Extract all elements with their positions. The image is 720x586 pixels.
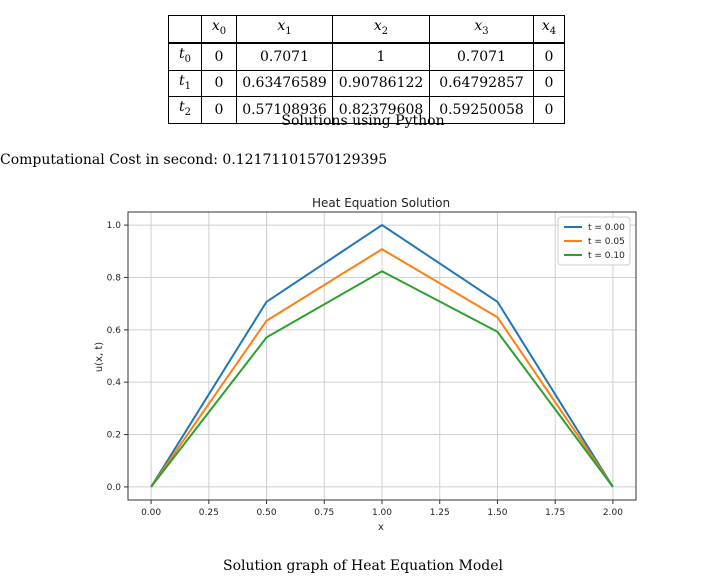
x-tick-label: 0.00 (141, 508, 161, 518)
column-header: x1 (236, 14, 333, 44)
series-layer (150, 223, 614, 488)
x-tick-label: 0.50 (257, 508, 277, 518)
y-tick-label: 0.0 (107, 483, 122, 493)
x-tick-label: 0.25 (199, 508, 219, 518)
table-cell: 1 (332, 41, 430, 71)
table-cell: 0.90786122 (332, 69, 430, 98)
series-line (150, 270, 614, 488)
row-label: t1 (168, 69, 202, 98)
legend-label: t = 0.05 (588, 237, 625, 247)
table-row: t0 0 0.7071 1 0.7071 0 (168, 41, 565, 71)
column-header: x3 (429, 14, 534, 44)
y-tick-label: 0.6 (107, 326, 122, 336)
heat-equation-chart: Heat Equation Solution 0.00 0.25 0.50 0.75 1… (94, 196, 637, 533)
table-cell: 0.63476589 (236, 69, 333, 98)
table-row: t2 0 0.57108936 0.82379608 0.59250058 0 (168, 96, 565, 125)
x-tick-label: 1.50 (487, 508, 507, 518)
row-label: t2 (168, 96, 202, 125)
series-line (150, 248, 614, 488)
row-label: t0 (168, 41, 202, 71)
y-tick-label: 1.0 (107, 221, 122, 231)
table-cell: 0.57108936 (236, 96, 333, 125)
computational-cost-text: Computational Cost in second: 0.12171101… (0, 152, 388, 168)
legend: t = 0.00 t = 0.05 t = 0.10 (557, 216, 631, 266)
column-header: x4 (533, 14, 565, 44)
table-corner-cell (168, 14, 202, 44)
table-cell: 0 (201, 69, 237, 98)
legend-label: t = 0.10 (588, 251, 625, 261)
x-axis-title: x (378, 522, 384, 533)
plot-frame (127, 211, 637, 501)
table-row: t1 0 0.63476589 0.90786122 0.64792857 0 (168, 69, 565, 98)
series-line (150, 223, 614, 488)
y-tick-label: 0.8 (107, 273, 122, 283)
table-cell: 0.7071 (236, 41, 333, 71)
table-cell: 0.59250058 (429, 96, 534, 125)
results-table: x0 x1 x2 x3 x4 t0 0 0.7071 1 0.7071 0 t1… (168, 14, 565, 125)
table-cell: 0 (533, 69, 565, 98)
chart-title: Heat Equation Solution (312, 196, 450, 210)
table-cell: 0 (201, 41, 237, 71)
x-tick-label: 1.00 (372, 508, 392, 518)
legend-label: t = 0.00 (588, 223, 625, 233)
table-header-row: x0 x1 x2 x3 x4 (168, 14, 565, 44)
x-tick-label: 1.25 (430, 508, 450, 518)
table-cell: 0.7071 (429, 41, 534, 71)
legend-box (557, 216, 631, 266)
y-tick-label: 0.2 (107, 431, 121, 441)
column-header: x0 (201, 14, 237, 44)
figure-caption: Solution graph of Heat Equation Model (223, 558, 503, 574)
axes (124, 211, 637, 504)
table-cell: 0.82379608 (332, 96, 430, 125)
y-tick-label: 0.4 (107, 378, 122, 388)
column-header: x2 (332, 14, 430, 44)
tick-labels: 0.00 0.25 0.50 0.75 1.00 1.25 1.50 1.75 2.00 0.0 0… (107, 221, 624, 518)
y-axis-title: u(x, t) (94, 342, 105, 372)
table-cell: 0 (533, 96, 565, 125)
x-tick-label: 1.75 (545, 508, 565, 518)
x-tick-label: 2.00 (603, 508, 623, 518)
table-cell: 0 (533, 41, 565, 71)
table-caption: Solutions using Python (281, 113, 445, 129)
x-tick-label: 0.75 (314, 508, 334, 518)
table-cell: 0.64792857 (429, 69, 534, 98)
